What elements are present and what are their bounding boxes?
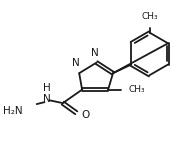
Text: CH₃: CH₃ <box>129 85 145 94</box>
Text: N: N <box>72 58 80 68</box>
Text: H₂N: H₂N <box>3 106 22 116</box>
Text: N: N <box>91 48 98 58</box>
Text: H: H <box>43 83 50 94</box>
Text: CH₃: CH₃ <box>141 12 158 21</box>
Text: N: N <box>43 94 50 104</box>
Text: O: O <box>81 110 89 120</box>
